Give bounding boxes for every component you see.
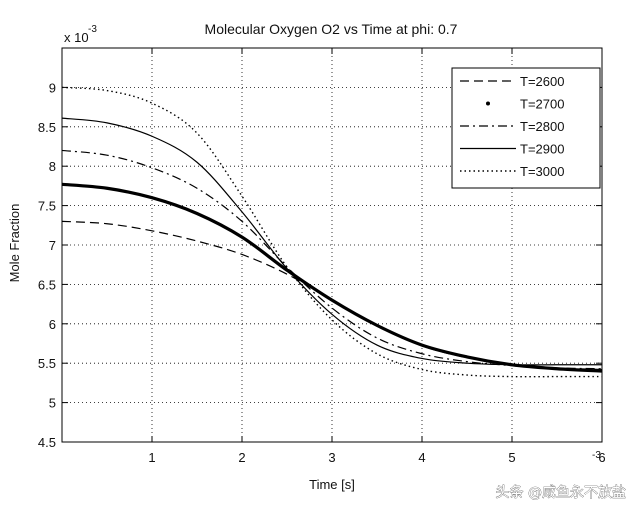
series-line-t-3000 [61, 86, 602, 378]
y-tick-label: 8 [49, 159, 56, 174]
y-tick-label: 5.5 [38, 356, 56, 371]
x-tick-label: 4 [418, 450, 425, 465]
y-tick-label: 7.5 [38, 199, 56, 214]
legend-marker [486, 101, 490, 106]
legend-label: T=2900 [520, 142, 564, 157]
y-tick-label: 7 [49, 238, 56, 253]
x-tick-label: 2 [238, 450, 245, 465]
y-tick-label: 6 [49, 317, 56, 332]
y-tick-label: 5 [49, 396, 56, 411]
y-axis-label: Mole Fraction [7, 204, 22, 283]
legend-label: T=2600 [520, 74, 564, 89]
x-axis-label: Time [s] [309, 477, 355, 492]
x-tick-label: 3 [328, 450, 335, 465]
legend-box [451, 67, 601, 189]
legend-label: T=2800 [520, 119, 564, 134]
x-axis-multiplier-fragment: -3 [592, 450, 601, 461]
y-tick-label: 4.5 [38, 435, 56, 450]
y-axis-multiplier: x 10 [64, 30, 89, 45]
series-line-t-2800 [61, 149, 603, 370]
y-tick-label: 9 [49, 80, 56, 95]
x-tick-label: 1 [148, 450, 155, 465]
watermark-text: 头条 @咸鱼永不放盐 [496, 484, 626, 501]
legend: T=2600 T=2700 T=2800 T=2900 T=3000 [451, 67, 601, 189]
axis-ticks: 1 2 3 4 5 6 4.5 5 5.5 6 6.5 7 7.5 8 8.5 9 [38, 48, 606, 465]
series-line-t-2900 [61, 117, 602, 366]
y-axis-exponent: -3 [88, 24, 97, 35]
x-tick-label: 5 [508, 450, 515, 465]
x-tick-label: 6 [598, 450, 605, 465]
series-layer [61, 86, 603, 378]
legend-label: T=3000 [520, 164, 564, 179]
legend-label: T=2700 [520, 97, 564, 112]
y-tick-label: 6.5 [38, 277, 56, 292]
chart-title: Molecular Oxygen O2 vs Time at phi: 0.7 [205, 21, 458, 37]
y-tick-label: 8.5 [38, 120, 56, 135]
